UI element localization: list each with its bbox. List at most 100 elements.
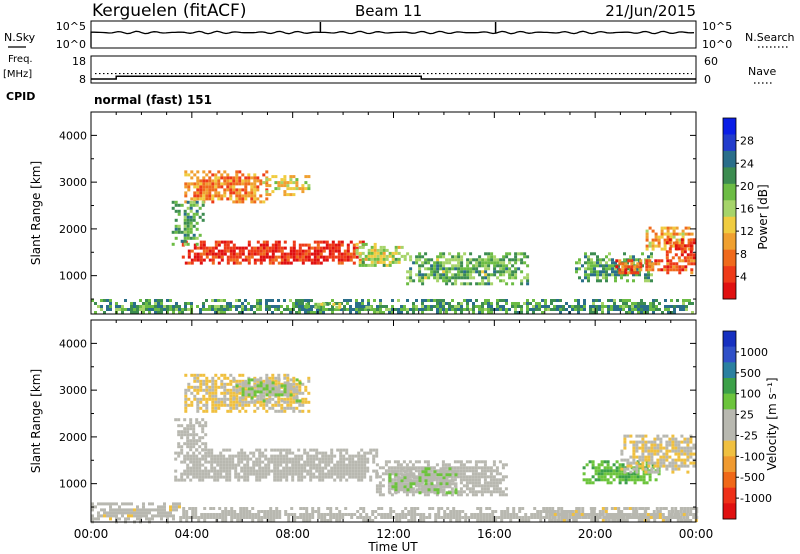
heatmap-cell [195,448,199,452]
heatmap-cell [214,252,218,256]
heatmap-cell [199,261,203,265]
heatmap-cell [360,469,364,473]
heatmap-cell [421,476,425,480]
heatmap-cell [243,469,247,473]
heatmap-cell [384,469,388,473]
heatmap-cell [446,507,450,510]
heatmap-cell [241,390,245,394]
heatmap-cell [186,442,190,446]
heatmap-cell [175,502,178,506]
heatmap-cell [183,224,187,228]
heatmap-cell [250,390,254,394]
heatmap-cell [283,387,287,391]
heatmap-cell [298,302,301,305]
heatmap-cell [234,463,238,467]
heatmap-cell [200,516,204,519]
heatmap-cell [623,470,627,474]
colorbar-swatch [723,440,736,457]
heatmap-cell [184,373,188,377]
heatmap-cell [317,513,321,516]
heatmap-cell [198,466,202,470]
heatmap-cell [342,463,346,467]
heatmap-cell [232,176,236,180]
heatmap-cell [417,469,421,473]
heatmap-cell [393,478,397,482]
heatmap-cell [614,261,617,265]
heatmap-cell [375,484,379,488]
heatmap-cell [492,460,496,464]
heatmap-cell [468,487,472,491]
heatmap-cell [427,299,430,302]
heatmap-cell [339,466,343,470]
heatmap-cell [649,513,653,516]
heatmap-cell [650,443,654,447]
heatmap-cell [265,252,269,256]
heatmap-cell [267,460,271,464]
heatmap-cell [214,308,217,311]
heatmap-cell [665,241,669,245]
heatmap-cell [437,513,441,516]
heatmap-cell [142,511,145,515]
heatmap-cell [180,460,184,464]
heatmap-cell [491,519,495,522]
heatmap-cell [246,454,250,458]
heatmap-cell [556,308,559,311]
heatmap-cell [319,252,323,256]
heatmap-cell [212,513,216,516]
heatmap-cell [197,519,201,522]
heatmap-cell [443,510,447,513]
heatmap-cell [462,478,466,482]
heatmap-cell [267,463,271,467]
heatmap-cell [196,182,200,186]
heatmap-cell [240,454,244,458]
heatmap-cell [259,258,263,262]
heatmap-cell [180,445,184,449]
heatmap-cell [610,513,614,516]
heatmap-cell [315,457,319,461]
heatmap-cell [592,513,596,516]
heatmap-cell [130,308,133,311]
heatmap-cell [244,191,248,195]
heatmap-cell [192,433,196,437]
heatmap-cell [478,261,482,265]
heatmap-cell [130,302,133,305]
heatmap-cell [490,311,493,314]
heatmap-cell [659,437,663,441]
heatmap-cell [262,391,266,395]
heatmap-cell [204,466,208,470]
heatmap-cell [636,478,640,482]
heatmap-cell [679,308,682,311]
x-axis-label: Time UT [367,540,418,554]
heatmap-cell [437,516,441,519]
heatmap-cell [295,394,299,398]
heatmap-cell [220,382,224,386]
heatmap-cell [593,267,596,271]
heatmap-cell [355,302,358,305]
heatmap-cell [346,243,350,247]
heatmap-cell [115,511,118,515]
heatmap-cell [421,255,425,259]
heatmap-cell [109,511,112,515]
heatmap-cell [313,249,317,253]
heatmap-cell [217,406,221,410]
heatmap-cell [292,400,296,404]
heatmap-cell [312,457,316,461]
heatmap-cell [186,469,190,473]
heatmap-cell [294,454,298,458]
heatmap-cell [397,476,401,480]
heatmap-cell [262,240,266,244]
heatmap-cell [357,469,361,473]
heatmap-cell [521,516,525,519]
heatmap-cell [183,460,187,464]
heatmap-cell [309,472,313,476]
heatmap-cell [220,252,224,256]
heatmap-cell [541,305,544,308]
heatmap-cell [454,311,457,314]
heatmap-cell [492,469,496,473]
heatmap-cell [289,181,293,185]
heatmap-cell [470,516,474,519]
heatmap-cell [487,308,490,311]
heatmap-cell [223,376,227,380]
heatmap-cell [234,472,238,476]
heatmap-cell [607,299,610,302]
